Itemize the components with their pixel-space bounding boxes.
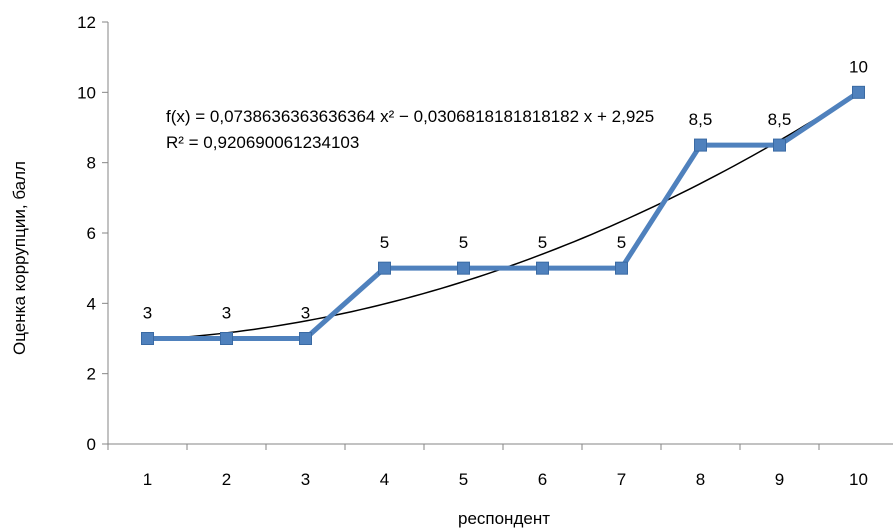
series-group — [141, 85, 865, 345]
trendline-equation: f(x) = 0,0738636363636364 x² − 0,0306818… — [166, 107, 654, 126]
series-line — [147, 90, 860, 341]
data-point-marker — [299, 332, 312, 345]
data-label: 3 — [301, 304, 310, 323]
data-point-marker — [378, 261, 391, 275]
data-label: 10 — [849, 57, 868, 76]
data-point-marker — [141, 332, 154, 345]
y-tick-label: 0 — [87, 435, 96, 454]
x-tick-label: 3 — [301, 470, 310, 489]
data-point-marker — [220, 332, 233, 345]
data-label: 5 — [380, 233, 389, 252]
x-tick-label: 6 — [538, 470, 547, 489]
x-tick-label: 8 — [696, 470, 705, 489]
y-tick-label: 12 — [77, 13, 96, 32]
x-tick-label: 4 — [380, 470, 389, 489]
y-tick-label: 2 — [87, 365, 96, 384]
trendline-group — [147, 91, 859, 341]
x-tick-label: 7 — [617, 470, 626, 489]
data-label: 3 — [222, 304, 231, 323]
trendline-curve — [147, 91, 859, 341]
data-label: 8,5 — [689, 110, 713, 129]
trendline-r-squared: R² = 0,920690061234103 — [166, 133, 359, 152]
y-tick-label: 4 — [87, 294, 96, 313]
data-point-marker — [457, 261, 470, 275]
data-point-marker — [852, 85, 865, 99]
x-tick-label: 9 — [775, 470, 784, 489]
x-tick-label: 5 — [459, 470, 468, 489]
x-axis-title: респондент — [458, 509, 550, 528]
y-axis-title: Оценка коррупции, балл — [10, 161, 29, 355]
y-tick-label: 10 — [77, 83, 96, 102]
data-point-marker — [536, 261, 549, 275]
data-point-marker — [615, 261, 628, 275]
data-labels-group: 3 3 3 5 5 5 5 8,5 8,5 10 — [143, 57, 868, 322]
data-point-marker — [773, 138, 786, 152]
y-tick-label: 6 — [87, 224, 96, 243]
x-tick-label: 2 — [222, 470, 231, 489]
data-label: 8,5 — [768, 110, 792, 129]
data-label: 3 — [143, 304, 152, 323]
data-point-marker — [694, 138, 707, 152]
x-tick-label: 10 — [849, 470, 868, 489]
data-label: 5 — [617, 233, 626, 252]
x-tick-label: 1 — [143, 470, 152, 489]
chart-axes — [107, 22, 893, 445]
data-label: 5 — [459, 233, 468, 252]
y-tick-label: 8 — [87, 154, 96, 173]
data-label: 5 — [538, 233, 547, 252]
